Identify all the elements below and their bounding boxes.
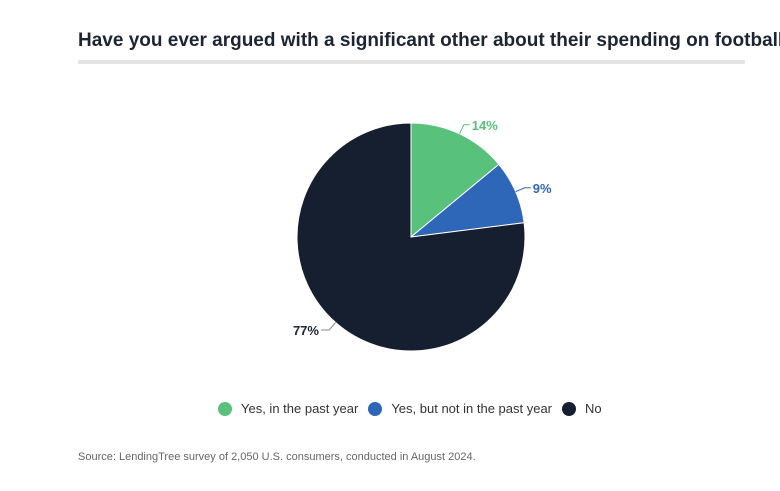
data-label: 77% (293, 323, 319, 338)
legend-item: Yes, in the past year (218, 401, 358, 416)
leader-line (459, 124, 470, 135)
legend-swatch (368, 401, 383, 416)
chart-title: Have you ever argued with a significant … (78, 30, 780, 51)
title-divider (78, 60, 745, 64)
source-note: Source: LendingTree survey of 2,050 U.S.… (78, 451, 476, 463)
legend-label: Yes, in the past year (241, 401, 359, 416)
legend-item: Yes, but not in the past year (368, 401, 552, 416)
data-label: 9% (533, 181, 552, 196)
legend-swatch (562, 401, 577, 416)
leader-line (320, 322, 336, 331)
legend-label: No (585, 401, 602, 416)
data-label: 14% (472, 118, 498, 133)
legend-swatch (218, 401, 232, 416)
legend-label: Yes, but not in the past year (391, 401, 553, 416)
legend: Yes, in the past year Yes, but not in th… (218, 401, 612, 416)
leader-line (515, 187, 531, 193)
legend-item: No (562, 401, 602, 416)
